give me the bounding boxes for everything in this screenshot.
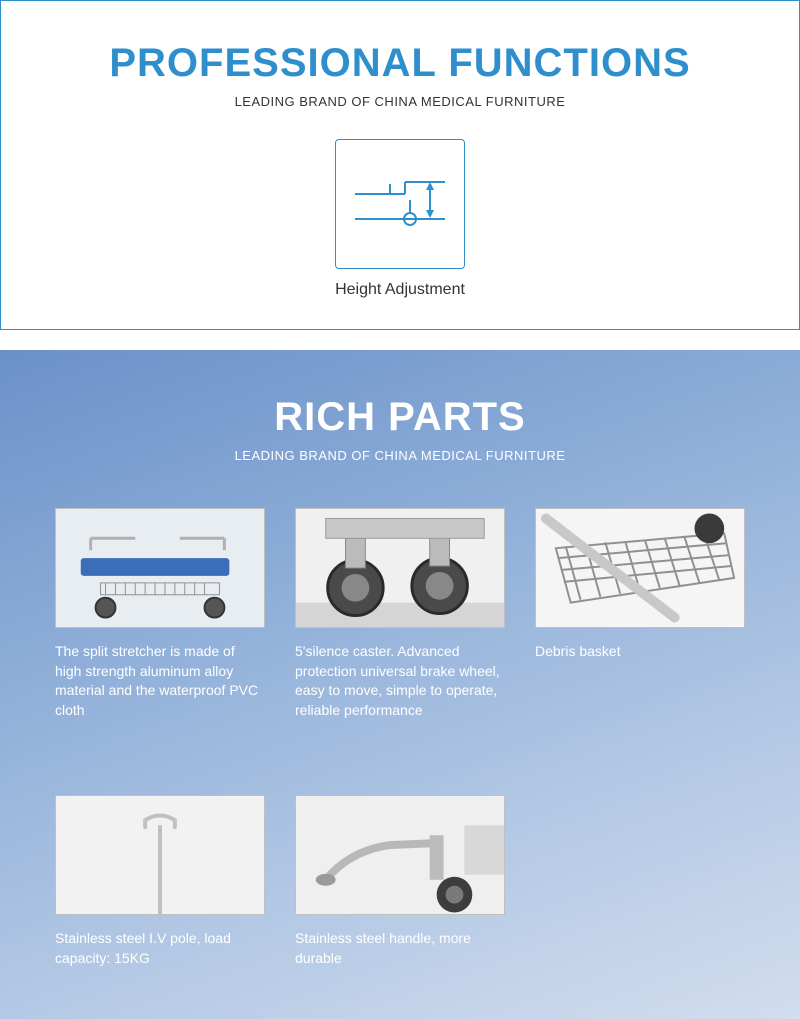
section-subtitle: LEADING BRAND OF CHINA MEDICAL FURNITURE — [55, 448, 745, 463]
professional-functions-section: PROFESSIONAL FUNCTIONS LEADING BRAND OF … — [0, 0, 800, 330]
part-description: Debris basket — [535, 642, 745, 662]
rich-parts-section: RICH PARTS LEADING BRAND OF CHINA MEDICA… — [0, 350, 800, 1019]
section-title: RICH PARTS — [55, 395, 745, 440]
part-card: 5'silence caster. Advanced protection un… — [295, 508, 505, 720]
section-title: PROFESSIONAL FUNCTIONS — [21, 41, 779, 86]
part-image-caster — [295, 508, 505, 628]
parts-grid: The split stretcher is made of high stre… — [55, 508, 745, 969]
part-card: Stainless steel handle, more durable — [295, 795, 505, 968]
feature-item: Height Adjustment — [335, 139, 465, 299]
part-image-basket — [535, 508, 745, 628]
part-card: The split stretcher is made of high stre… — [55, 508, 265, 720]
part-description: The split stretcher is made of high stre… — [55, 642, 265, 720]
part-image-stretcher — [55, 508, 265, 628]
height-adjustment-icon — [335, 139, 465, 269]
section-subtitle: LEADING BRAND OF CHINA MEDICAL FURNITURE — [21, 94, 779, 109]
part-description: 5'silence caster. Advanced protection un… — [295, 642, 505, 720]
part-card: Debris basket — [535, 508, 745, 720]
part-card: Stainless steel I.V pole, load capacity:… — [55, 795, 265, 968]
part-description: Stainless steel I.V pole, load capacity:… — [55, 929, 265, 968]
feature-label: Height Adjustment — [335, 281, 465, 299]
part-image-handle — [295, 795, 505, 915]
part-image-iv-pole — [55, 795, 265, 915]
part-description: Stainless steel handle, more durable — [295, 929, 505, 968]
